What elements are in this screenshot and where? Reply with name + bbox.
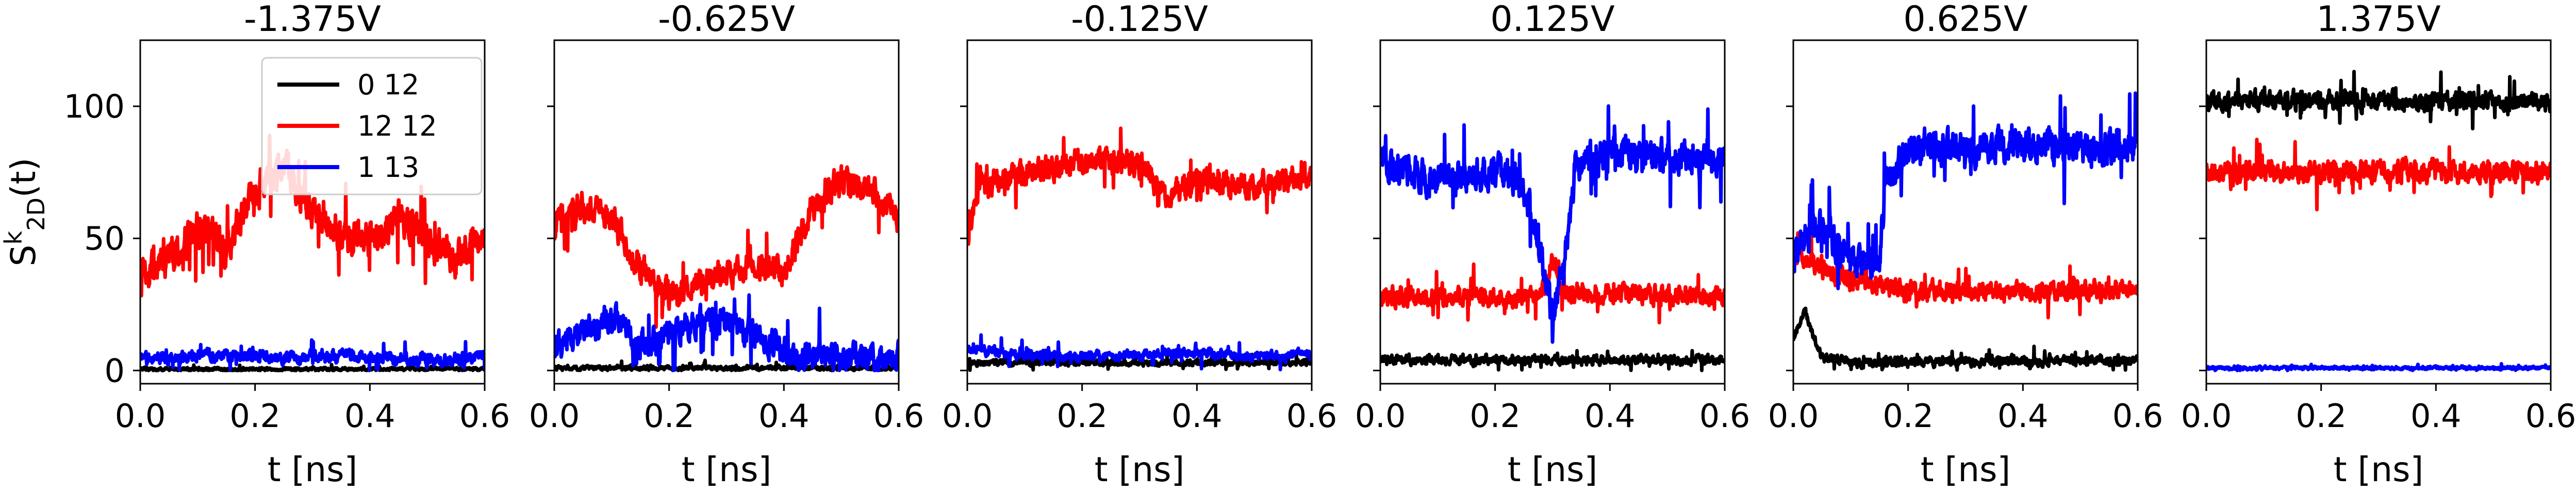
panel-title: -0.625V bbox=[658, 0, 795, 40]
series-line-12-12 bbox=[1380, 253, 1725, 325]
series-line-1-13 bbox=[1793, 91, 2138, 290]
series-group bbox=[140, 134, 485, 372]
x-tick-label: 0.0 bbox=[529, 397, 580, 435]
x-tick-label: 0.6 bbox=[2112, 397, 2164, 435]
x-tick-label: 0.6 bbox=[1286, 397, 1337, 435]
x-tick-label: 0.2 bbox=[643, 397, 695, 435]
plot-frame bbox=[2205, 39, 2552, 385]
x-tick-label: 0.4 bbox=[1997, 397, 2049, 435]
panel-title: 0.125V bbox=[1490, 0, 1614, 40]
legend-label: 1 13 bbox=[357, 151, 419, 184]
y-axis-label-part: S bbox=[4, 244, 43, 266]
x-tick-label: 0.0 bbox=[2181, 397, 2232, 435]
x-tick-label: 0.4 bbox=[758, 397, 810, 435]
x-axis-label: t [ns] bbox=[1508, 450, 1598, 489]
series-group bbox=[1793, 91, 2138, 372]
x-tick-label: 0.2 bbox=[1056, 397, 1108, 435]
panel-3: 0.0 0.2 0.4 0.6 -0.125V t [ns] bbox=[942, 0, 1337, 489]
plot-frame bbox=[966, 39, 1313, 385]
x-tick-label: 0.2 bbox=[229, 397, 280, 435]
x-tick-label: 0.4 bbox=[2410, 397, 2462, 435]
panel-4: 0.0 0.2 0.4 0.6 0.125V t [ns] bbox=[1355, 0, 1751, 489]
series-group bbox=[1380, 104, 1725, 372]
series-line-1-13 bbox=[967, 333, 1312, 372]
y-axis-label-part: 2D bbox=[22, 198, 50, 231]
series-line-0-12 bbox=[967, 352, 1312, 372]
panel-2: 0.0 0.2 0.4 0.6 -0.625V t [ns] bbox=[529, 0, 924, 489]
legend-label: 12 12 bbox=[357, 110, 437, 142]
x-tick-label: 0.2 bbox=[2296, 397, 2347, 435]
y-tick-label: 100 bbox=[64, 88, 125, 125]
series-line-12-12 bbox=[967, 126, 1312, 246]
x-axis-label: t [ns] bbox=[2334, 450, 2424, 489]
x-tick-label: 0.0 bbox=[115, 397, 166, 435]
y-tick-label: 0 bbox=[105, 352, 125, 389]
panel-title: 0.625V bbox=[1903, 0, 2027, 40]
series-line-0-12 bbox=[2206, 70, 2551, 130]
plot-frame bbox=[1379, 39, 1726, 385]
y-axis-label-part: (t) bbox=[4, 158, 43, 198]
series-line-1-13 bbox=[1380, 104, 1725, 344]
series-line-0-12 bbox=[1380, 349, 1725, 372]
plot-frame bbox=[1792, 39, 2139, 385]
panel-5: 0.0 0.2 0.4 0.6 0.625V t [ns] bbox=[1768, 0, 2164, 489]
series-line-12-12 bbox=[1793, 231, 2138, 320]
x-tick-label: 0.6 bbox=[2525, 397, 2576, 435]
x-tick-label: 0.0 bbox=[942, 397, 993, 435]
x-tick-label: 0.4 bbox=[1584, 397, 1636, 435]
x-tick-label: 0.4 bbox=[344, 397, 395, 435]
x-tick-label: 0.6 bbox=[1699, 397, 1751, 435]
x-tick-label: 0.2 bbox=[1883, 397, 1934, 435]
x-tick-label: 0.6 bbox=[873, 397, 924, 435]
x-tick-label: 0.0 bbox=[1355, 397, 1406, 435]
series-line-12-12 bbox=[2206, 137, 2551, 211]
series-group bbox=[967, 126, 1312, 372]
plot-frame bbox=[139, 39, 486, 385]
series-group bbox=[554, 164, 899, 372]
series-line-12-12 bbox=[140, 134, 485, 298]
series-line-1-13 bbox=[140, 338, 485, 372]
y-tick-label: 50 bbox=[84, 220, 125, 257]
y-axis-label-part: k bbox=[0, 231, 27, 244]
series-line-1-13 bbox=[554, 293, 899, 372]
panel-title: -1.375V bbox=[244, 0, 381, 40]
y-axis-label: Sk2D(t) bbox=[0, 158, 50, 267]
legend: 0 12 12 12 1 13 bbox=[261, 57, 483, 195]
panel-title: -0.125V bbox=[1071, 0, 1208, 40]
x-tick-label: 0.4 bbox=[1171, 397, 1223, 435]
legend-label: 0 12 bbox=[357, 69, 419, 101]
legend-box bbox=[261, 57, 483, 195]
x-tick-label: 0.2 bbox=[1469, 397, 1521, 435]
series-line-1-13 bbox=[2206, 362, 2551, 372]
series-group bbox=[2206, 70, 2551, 372]
panel-title: 1.375V bbox=[2316, 0, 2440, 40]
x-axis-label: t [ns] bbox=[1921, 450, 2011, 489]
panel-6: 0.0 0.2 0.4 0.6 1.375V t [ns] bbox=[2181, 0, 2576, 489]
series-line-12-12 bbox=[554, 164, 899, 329]
x-tick-label: 0.6 bbox=[459, 397, 510, 435]
x-axis-label: t [ns] bbox=[268, 450, 358, 489]
x-axis-label: t [ns] bbox=[1095, 450, 1185, 489]
x-tick-label: 0.0 bbox=[1768, 397, 1819, 435]
series-line-0-12 bbox=[1793, 306, 2138, 372]
panel-1: 0.0 0.2 0.4 0.6 0 50 100 -1.375V t [ns] Sk2D(t) 0 … bbox=[0, 0, 510, 489]
plot-frame bbox=[553, 39, 900, 385]
x-axis-label: t [ns] bbox=[682, 450, 772, 489]
